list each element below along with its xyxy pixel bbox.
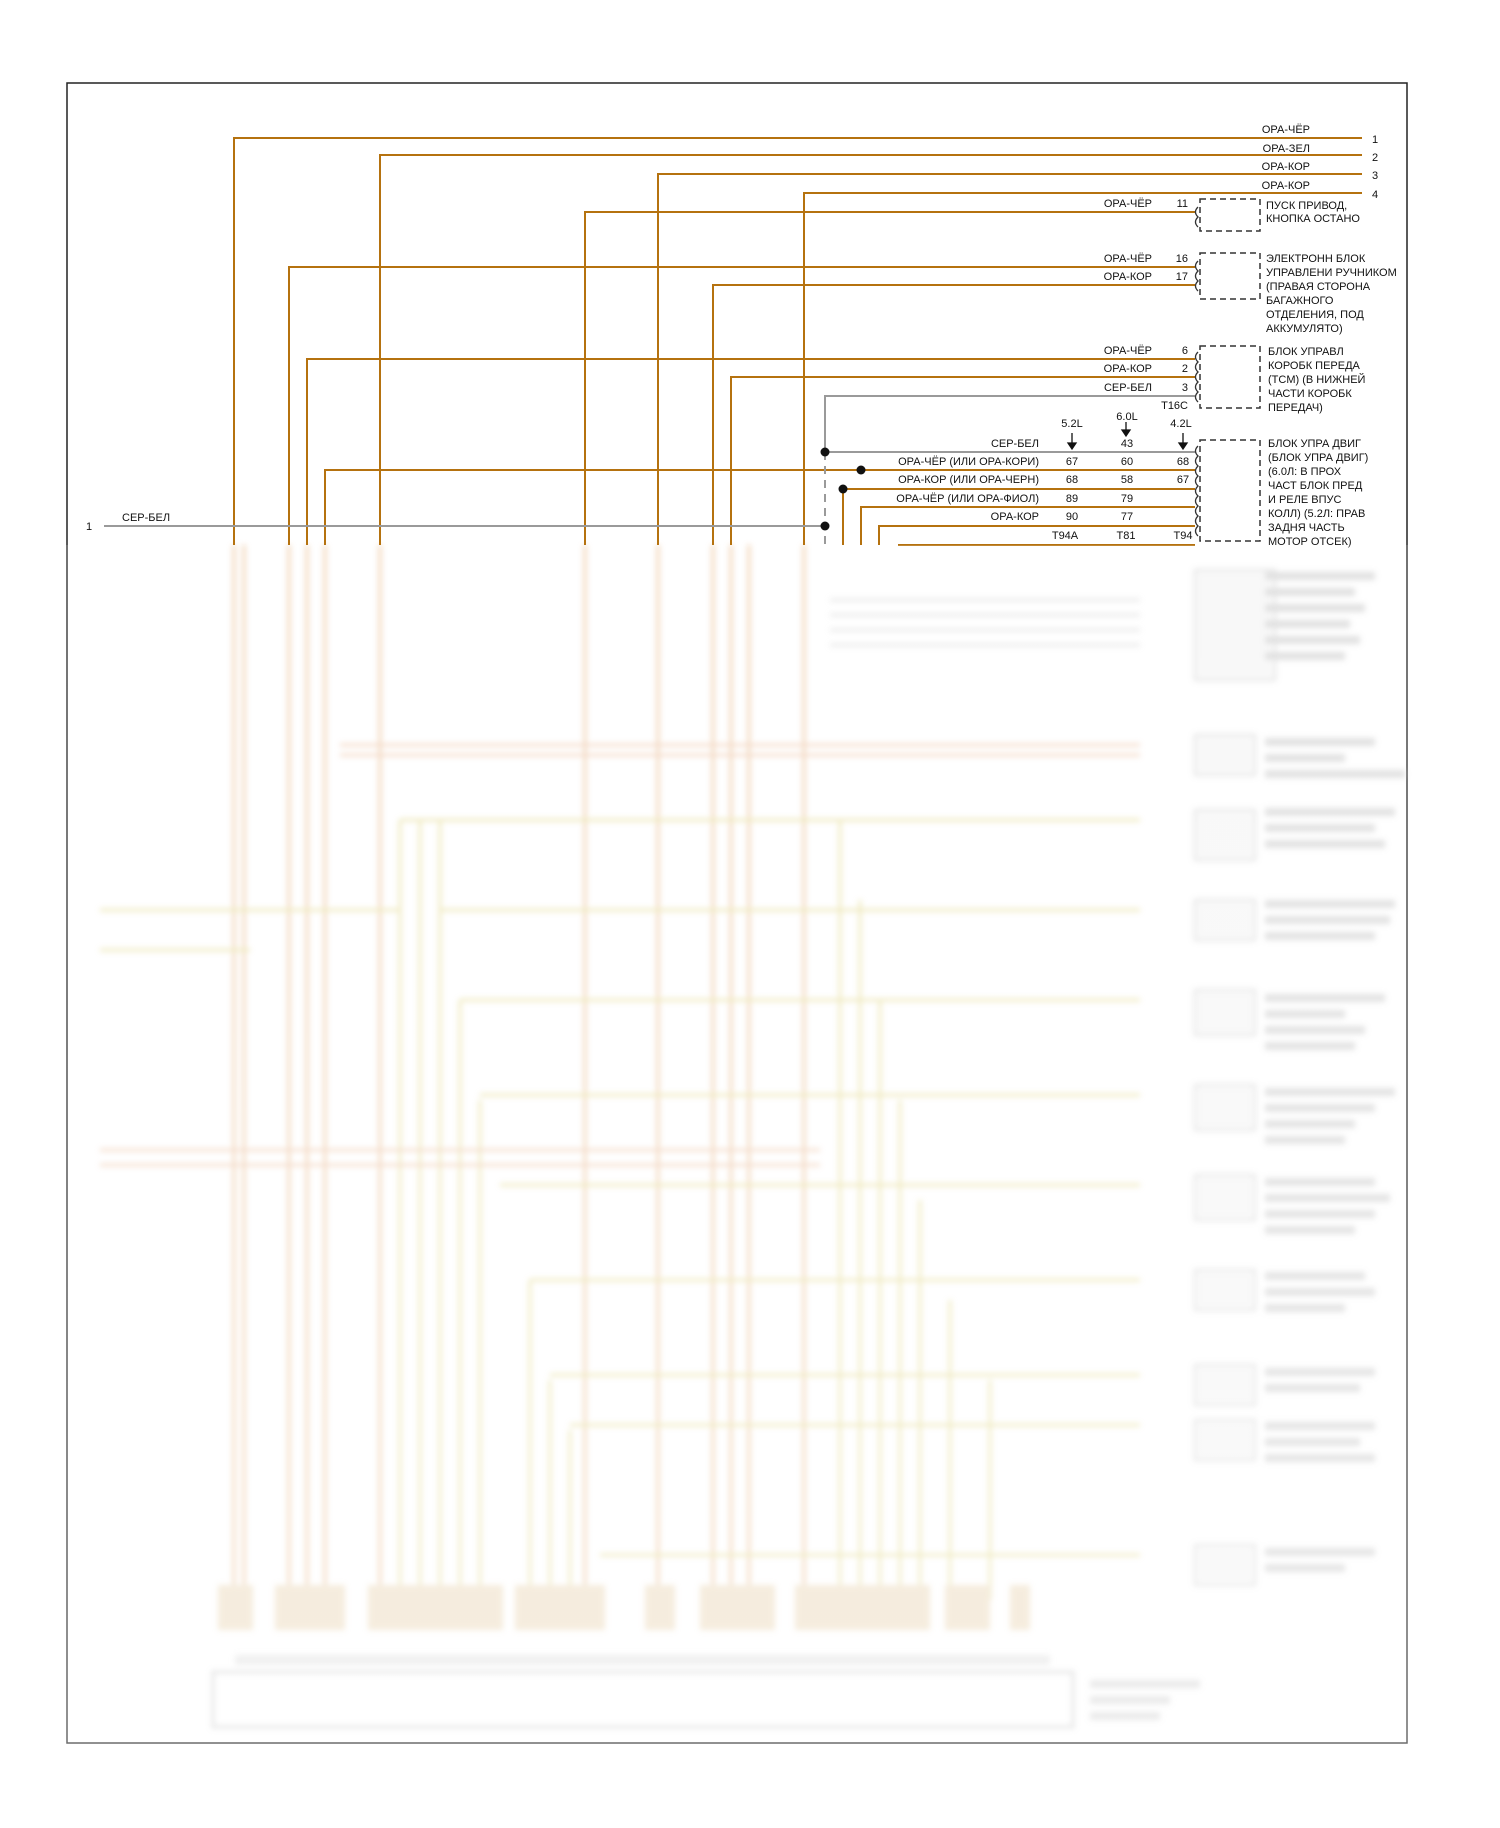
- ecm-row-pin52-5: 90: [1066, 511, 1078, 523]
- wire-label-1: ОРА-ЧЁР: [1262, 124, 1310, 136]
- ecm-line-7: ЗАДНЯ ЧАСТЬ: [1268, 522, 1345, 534]
- wire-bus-3: [657, 173, 1362, 545]
- top-bus-wires: [233, 137, 1362, 545]
- ecm-connector-2: T81: [1117, 530, 1136, 542]
- tcm-line-5: ПЕРЕДАЧ): [1268, 402, 1323, 414]
- start-button-line-1: ПУСК ПРИВОД,: [1266, 200, 1347, 212]
- ecm-header-60: 6.0L: [1116, 411, 1137, 423]
- start-button-box: [1199, 198, 1261, 232]
- tcm-box: [1199, 345, 1261, 409]
- tcm-wire-label-1: ОРА-ЧЁР: [1104, 345, 1152, 357]
- wire-ecm-row2: [324, 469, 1195, 545]
- ecm-line-3: (6.0Л: В ПРОХ: [1268, 466, 1342, 478]
- ecm-row-pin42-2: 68: [1177, 456, 1189, 468]
- ecm-header-52: 5.2L: [1061, 418, 1082, 430]
- ecm-row-pin60-4: 79: [1121, 493, 1133, 505]
- junction-dots: [820, 447, 866, 531]
- diagram-frame: [66, 82, 1408, 1744]
- tcm-line-4: ЧАСТИ КОРОБК: [1268, 388, 1352, 400]
- handbrake-line-3: (ПРАВАЯ СТОРОНА: [1266, 281, 1371, 293]
- blurred-lower-diagram: [100, 545, 1405, 1729]
- wire-bus-2: [379, 154, 1362, 545]
- wire-handbrake-17: [712, 284, 1195, 545]
- handbrake-line-2: УПРАВЛЕНИ РУЧНИКОМ: [1266, 267, 1397, 279]
- ecm-row-label-2: ОРА-ЧЁР (ИЛИ ОРА-КОРИ): [898, 456, 1039, 468]
- wire-ecm-row5: [878, 525, 1195, 545]
- handbrake-line-5: ОТДЕЛЕНИЯ, ПОД: [1266, 309, 1364, 321]
- wire-number-4: 4: [1372, 189, 1378, 201]
- handbrake-pin-1: 16: [1176, 253, 1188, 265]
- ecm-line-1: БЛОК УПРА ДВИГ: [1268, 438, 1361, 450]
- handbrake-line-4: БАГАЖНОГО: [1266, 295, 1334, 307]
- wire-ecm-row4: [860, 506, 1195, 545]
- handbrake-wire-label-1: ОРА-ЧЁР: [1104, 253, 1152, 265]
- tcm-line-1: БЛОК УПРАВЛ: [1268, 346, 1344, 358]
- ecm-row-pin52-2: 67: [1066, 456, 1078, 468]
- ecm-line-2: (БЛОК УПРА ДВИГ): [1268, 452, 1368, 464]
- wire-number-2: 2: [1372, 152, 1378, 164]
- left-wire-number: 1: [86, 521, 92, 533]
- wire-bus-1: [233, 137, 1362, 545]
- handbrake-line-1: ЭЛЕКТРОНН БЛОК: [1266, 253, 1366, 265]
- wire-tcm-3: [824, 395, 1195, 452]
- ecm-row-pin60-1: 43: [1121, 438, 1133, 450]
- wire-number-1: 1: [1372, 134, 1378, 146]
- tcm-line-3: (TCM) (В НИЖНЕЙ: [1268, 373, 1365, 386]
- ecm-line-5: И РЕЛЕ ВПУС: [1268, 494, 1341, 506]
- tcm-wire-label-3: СЕР-БЕЛ: [1104, 382, 1152, 394]
- tcm-wire-label-2: ОРА-КОР: [1104, 363, 1152, 375]
- ecm-header-42: 4.2L: [1170, 418, 1191, 430]
- ecm-row-pin60-3: 58: [1121, 474, 1133, 486]
- ecm-line-4: ЧАСТ БЛОК ПРЕД: [1268, 480, 1363, 492]
- handbrake-wire-label-2: ОРА-КОР: [1104, 271, 1152, 283]
- tcm-line-2: КОРОБК ПЕРЕДА: [1268, 360, 1361, 372]
- wire-tcm-2: [730, 376, 1195, 545]
- ecm-connector-1: T94A: [1052, 530, 1079, 542]
- wire-label-4: ОРА-КОР: [1262, 180, 1310, 192]
- ecm-row-label-5: ОРА-КОР: [991, 511, 1039, 523]
- engine-arrows: [1066, 422, 1189, 451]
- wire-start-button: [584, 211, 1195, 545]
- tcm-pin-1: 6: [1182, 345, 1188, 357]
- start-button-wire-label: ОРА-ЧЁР: [1104, 198, 1152, 210]
- start-button-pin: 11: [1177, 198, 1188, 210]
- ecm-row-pin52-3: 68: [1066, 474, 1078, 486]
- handbrake-pin-2: 17: [1176, 271, 1188, 283]
- wire-tcm-6: [306, 358, 1195, 545]
- tcm-pin-2: 2: [1182, 363, 1188, 375]
- wire-label-3: ОРА-КОР: [1262, 161, 1310, 173]
- start-button-line-2: КНОПКА ОСТАНО: [1266, 213, 1360, 225]
- wire-bus-4: [803, 192, 1362, 545]
- handbrake-line-6: АККУМУЛЯТО): [1266, 323, 1343, 335]
- ecm-row-pin60-2: 60: [1121, 456, 1133, 468]
- ecm-row-pin42-3: 67: [1177, 474, 1189, 486]
- ecm-line-6: КОЛЛ) (5.2Л: ПРАВ: [1268, 508, 1365, 520]
- wire-number-3: 3: [1372, 170, 1378, 182]
- tcm-pin-3: 3: [1182, 382, 1188, 394]
- ecm-connector-3: T94: [1174, 530, 1193, 542]
- wire-label-2: ОРА-ЗЕЛ: [1263, 143, 1310, 155]
- ecm-line-8: МОТОР ОТСЕК): [1268, 536, 1352, 548]
- left-wire-label: СЕР-БЕЛ: [122, 512, 170, 524]
- wire-handbrake-16: [288, 266, 1195, 545]
- ecm-row-pin52-4: 89: [1066, 493, 1078, 505]
- tcm-connector: T16C: [1161, 400, 1188, 412]
- ecm-box: [1199, 439, 1261, 542]
- ecm-row-label-4: ОРА-ЧЁР (ИЛИ ОРА-ФИОЛ): [896, 493, 1039, 505]
- handbrake-module-box: [1199, 252, 1261, 300]
- ecm-row-label-1: СЕР-БЕЛ: [991, 438, 1039, 450]
- ecm-row-pin60-5: 77: [1121, 511, 1133, 523]
- ecm-row-label-3: ОРА-КОР (ИЛИ ОРА-ЧЕРН): [898, 474, 1039, 486]
